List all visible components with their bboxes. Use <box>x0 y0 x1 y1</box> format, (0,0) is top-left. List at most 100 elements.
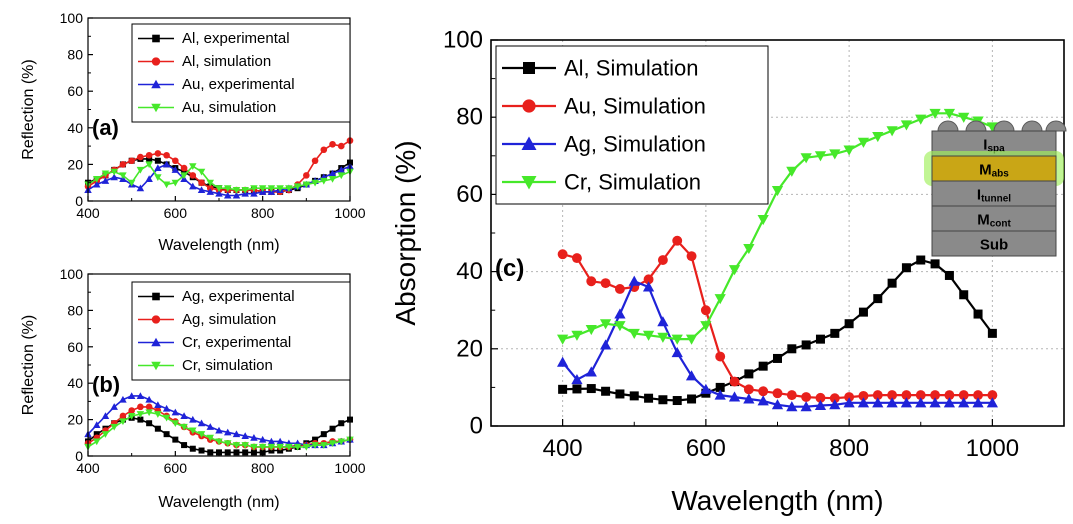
y-axis-title: Absorption (%) <box>390 140 421 325</box>
data-point <box>337 172 346 180</box>
data-point <box>224 449 231 456</box>
data-point <box>687 394 697 404</box>
data-point <box>276 185 284 192</box>
data-point <box>197 186 206 194</box>
data-point <box>958 112 970 123</box>
data-point <box>276 437 284 445</box>
legend-label: Au, simulation <box>182 99 276 116</box>
data-point <box>887 390 898 401</box>
legend-marker <box>521 176 537 190</box>
data-point <box>258 185 267 192</box>
y-tick-label: 60 <box>67 83 83 99</box>
data-point <box>337 142 345 150</box>
x-tick-label: 400 <box>543 435 583 462</box>
data-point <box>700 305 711 316</box>
data-point <box>206 179 215 187</box>
data-point <box>92 180 101 188</box>
legend-label: Al, Simulation <box>564 56 699 81</box>
data-point <box>241 432 249 439</box>
legend-marker <box>151 103 161 113</box>
data-point <box>743 243 755 255</box>
series-au-simulation <box>84 161 354 194</box>
data-point <box>757 214 769 226</box>
data-point <box>145 409 153 417</box>
x-tick-label: 600 <box>686 435 726 462</box>
data-point <box>558 384 568 394</box>
data-point <box>601 386 611 396</box>
data-point <box>171 420 180 427</box>
data-point <box>657 316 669 327</box>
data-point <box>571 330 583 341</box>
data-point <box>572 384 582 394</box>
data-point <box>250 443 258 451</box>
data-point <box>127 412 136 420</box>
data-point <box>128 407 135 414</box>
data-point <box>329 140 336 148</box>
data-point <box>715 382 725 392</box>
data-point <box>320 146 328 154</box>
data-point <box>557 249 568 260</box>
x-tick-label: 1000 <box>334 460 365 476</box>
data-point <box>943 108 956 119</box>
layer-label-main: I <box>977 186 981 203</box>
layer-label-sub: cont <box>990 218 1012 229</box>
data-point <box>163 431 170 438</box>
y-tick-label: 0 <box>75 448 83 464</box>
data-point <box>93 431 100 438</box>
data-point <box>101 412 110 419</box>
legend-item: Al, simulation <box>138 53 271 70</box>
data-point <box>644 393 654 403</box>
panel-a: 400 600 800 1000 0 20 40 60 80 100 Wavelength (nm)… <box>20 10 366 254</box>
data-point <box>628 275 640 286</box>
series-line <box>561 280 993 408</box>
data-point <box>303 172 310 179</box>
data-point <box>101 431 110 438</box>
layer-label: Mcont <box>977 211 1011 229</box>
data-point <box>127 392 136 399</box>
series-al-simulation <box>558 255 997 406</box>
data-point <box>267 185 276 192</box>
data-point <box>629 391 639 401</box>
data-point <box>643 274 654 285</box>
data-point <box>110 173 118 181</box>
data-point <box>189 445 196 452</box>
data-point <box>92 421 101 429</box>
axis-ticks: 400 600 800 1000 0 20 40 60 80 100 <box>60 10 366 221</box>
y-tick-label: 0 <box>75 193 83 209</box>
data-point <box>729 376 740 387</box>
data-point <box>814 399 827 411</box>
layer-mabs: Mabs <box>924 151 1064 186</box>
x-axis-title: Wavelength (nm) <box>158 237 279 254</box>
data-point <box>145 161 153 169</box>
data-point <box>198 179 205 186</box>
legend-marker <box>151 315 161 324</box>
data-point <box>801 392 812 402</box>
data-point <box>136 166 145 174</box>
data-point <box>958 390 969 401</box>
series-cr-simulation <box>84 409 354 451</box>
legend-marker <box>152 34 160 43</box>
data-point <box>181 168 188 175</box>
x-tick-label: 800 <box>251 460 275 476</box>
legend-item: Cr, Simulation <box>502 170 701 195</box>
legend-marker <box>151 79 161 89</box>
data-point <box>930 390 941 401</box>
legend: Al, experimental Al, simulation Au, experi… <box>131 23 351 123</box>
data-point <box>900 120 913 131</box>
data-point <box>312 436 319 443</box>
data-point <box>197 431 206 438</box>
data-point <box>744 369 754 379</box>
legend-item: Ag, simulation <box>138 311 276 328</box>
legend-item: Cr, experimental <box>138 334 291 351</box>
layer-label-main: Sub <box>980 236 1008 253</box>
data-point <box>700 321 712 332</box>
data-point <box>162 414 171 422</box>
data-point <box>154 174 162 181</box>
data-point <box>600 278 611 289</box>
y-tick-label: 20 <box>67 412 83 428</box>
data-point <box>137 416 144 423</box>
data-point <box>154 157 161 164</box>
x-tick-label: 600 <box>164 205 188 221</box>
data-point <box>171 166 180 173</box>
